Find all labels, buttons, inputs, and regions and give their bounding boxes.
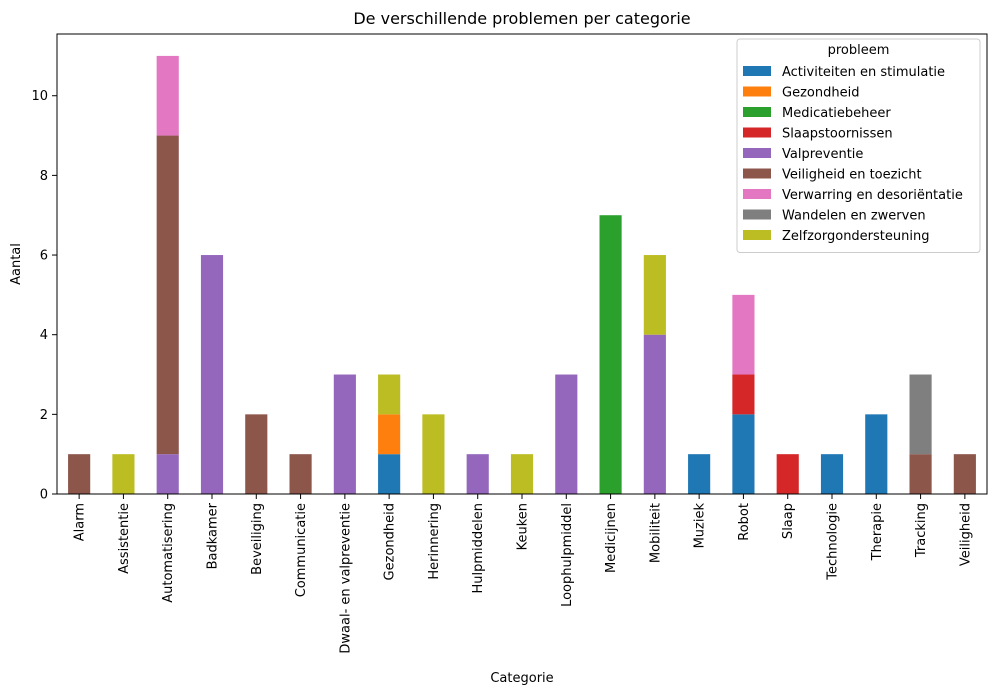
legend-label: Veiligheid en toezicht [782, 168, 922, 183]
bar-segment [156, 135, 179, 455]
y-tick-label: 4 [40, 328, 48, 343]
x-axis-label: Categorie [490, 671, 553, 686]
y-tick-label: 2 [40, 408, 48, 423]
x-tick-label: Alarm [73, 503, 88, 541]
bar-segment [378, 374, 401, 415]
y-axis: 0 2 4 6 8 10 [31, 89, 57, 503]
x-tick-label: Beveiliging [250, 503, 265, 575]
bar-segment [510, 454, 534, 494]
legend-label: Gezondheid [782, 86, 859, 101]
legend-swatch [743, 209, 771, 220]
bar-segment [156, 454, 179, 494]
bar-segment [732, 374, 755, 415]
bar-segment [68, 454, 91, 494]
legend-swatch [743, 189, 771, 199]
legend-title: probleem [828, 43, 890, 58]
x-tick-label: Herinnering [427, 503, 442, 580]
bar-segment [732, 414, 755, 494]
x-axis: Alarm Assistentie Automatisering Badkamer Be… [73, 494, 973, 654]
legend-swatch [743, 127, 771, 138]
bar-segment [200, 255, 224, 494]
bar-segment [776, 454, 799, 494]
x-tick-label: Gezondheid [383, 503, 398, 580]
bar-segment [112, 454, 135, 494]
legend-swatch [743, 66, 771, 76]
legend-label: Zelfzorgondersteuning [782, 229, 929, 244]
bar-segment [909, 454, 932, 494]
x-tick-label: Automatisering [161, 503, 176, 603]
bar-segment [422, 414, 445, 494]
x-tick-label: Loophulpmiddel [560, 503, 575, 607]
x-tick-label: Tracking [914, 503, 929, 558]
bar-segment [333, 374, 356, 494]
bar-segment [820, 454, 844, 494]
y-axis-label: Aantal [9, 243, 24, 285]
x-tick-label: Muziek [693, 503, 708, 549]
legend: probleem Activiteiten en stimulatie Gezond… [736, 38, 981, 253]
x-tick-label: Communicatie [294, 503, 309, 597]
bar-segment [378, 414, 401, 455]
legend-swatch [743, 230, 771, 240]
x-tick-label: Slaap [781, 503, 796, 539]
legend-label: Slaapstoornissen [782, 127, 893, 142]
y-tick-label: 0 [40, 488, 48, 503]
x-tick-label: Robot [737, 503, 752, 541]
x-tick-label: Veiligheid [958, 503, 973, 566]
chart-title: De verschillende problemen per categorie [353, 9, 690, 28]
bar-segment [245, 414, 268, 494]
bar-segment [643, 255, 666, 335]
bar-segment [732, 294, 755, 375]
bar-segment [466, 454, 489, 494]
x-tick-label: Dwaal- en valpreventie [338, 503, 353, 654]
legend-swatch [743, 148, 771, 158]
bar-segment [156, 55, 179, 136]
bar-segment [865, 414, 888, 494]
x-tick-label: Therapie [870, 503, 885, 561]
x-tick-label: Mobiliteit [648, 503, 663, 563]
bar-segment [909, 374, 932, 455]
bar-segment [599, 215, 622, 494]
legend-label: Valpreventie [782, 147, 863, 162]
legend-swatch [743, 168, 771, 179]
x-tick-label: Technologie [826, 503, 841, 581]
legend-label: Verwarring en desoriëntatie [782, 188, 963, 203]
legend-swatch [743, 86, 771, 97]
x-tick-label: Keuken [516, 503, 531, 550]
legend-label: Activiteiten en stimulatie [782, 65, 945, 80]
legend-box [736, 38, 981, 253]
x-tick-label: Assistentie [117, 503, 132, 574]
plot-frame [56, 33, 988, 495]
y-tick-label: 6 [40, 249, 48, 264]
bar-segment [953, 454, 976, 494]
bar-segment [555, 374, 578, 494]
bars-layer [68, 55, 976, 494]
x-tick-label: Hulpmiddelen [471, 503, 486, 594]
y-tick-label: 10 [31, 89, 48, 104]
x-tick-label: Medicijnen [604, 503, 619, 573]
legend-swatch [743, 107, 771, 117]
bar-segment [688, 454, 711, 494]
x-tick-label: Badkamer [206, 502, 221, 569]
y-tick-label: 8 [40, 169, 48, 184]
legend-label: Wandelen en zwerven [782, 209, 926, 224]
bar-segment [289, 454, 312, 494]
bar-segment [643, 334, 666, 494]
legend-label: Medicatiebeheer [782, 106, 891, 121]
bar-segment [378, 454, 401, 494]
